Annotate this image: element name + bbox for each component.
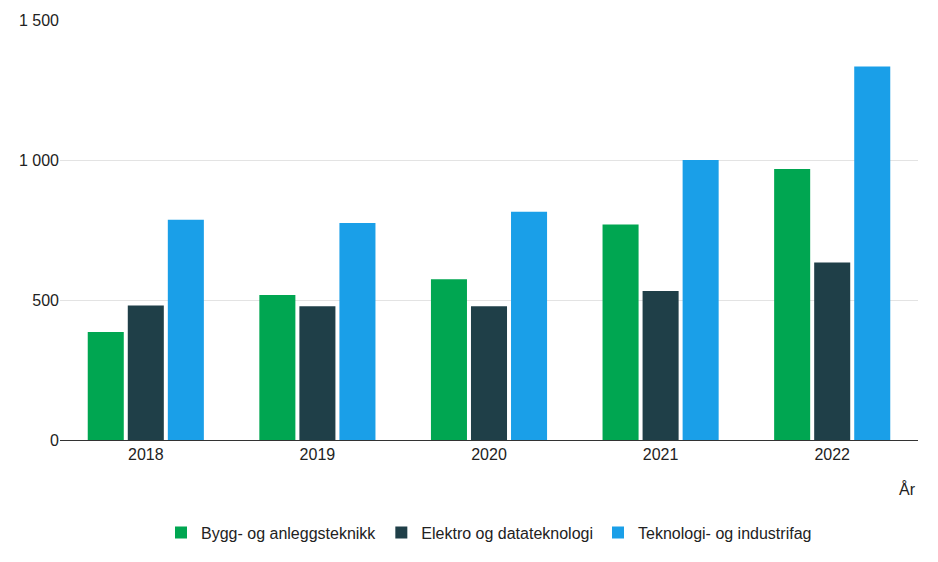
- svg-text:År: År: [899, 480, 916, 498]
- svg-text:2021: 2021: [643, 446, 679, 463]
- svg-text:2018: 2018: [128, 446, 164, 463]
- svg-text:Teknologi- og industrifag: Teknologi- og industrifag: [638, 525, 811, 542]
- svg-text:2020: 2020: [471, 446, 507, 463]
- svg-text:0: 0: [50, 432, 59, 449]
- svg-text:1 000: 1 000: [19, 152, 59, 169]
- svg-text:500: 500: [32, 292, 59, 309]
- svg-text:2019: 2019: [300, 446, 336, 463]
- svg-text:1 500: 1 500: [19, 12, 59, 29]
- svg-text:Elektro og datateknologi: Elektro og datateknologi: [421, 525, 593, 542]
- svg-text:2022: 2022: [814, 446, 850, 463]
- svg-text:Bygg- og anleggsteknikk: Bygg- og anleggsteknikk: [201, 525, 376, 542]
